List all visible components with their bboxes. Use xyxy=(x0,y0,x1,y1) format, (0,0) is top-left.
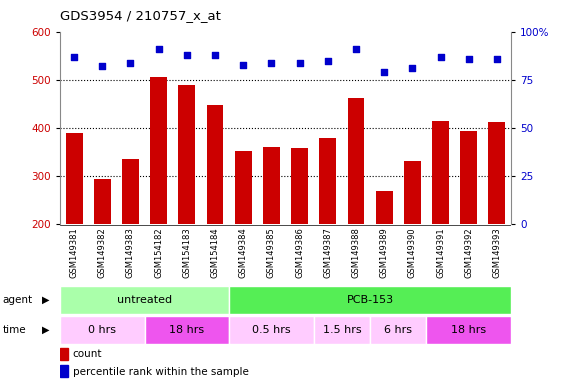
Bar xyxy=(60,316,144,344)
Text: GSM154182: GSM154182 xyxy=(154,227,163,278)
Point xyxy=(154,46,163,52)
Text: ▶: ▶ xyxy=(42,295,49,305)
Point xyxy=(464,56,473,62)
Bar xyxy=(207,105,223,224)
Point xyxy=(436,54,445,60)
Text: GSM149385: GSM149385 xyxy=(267,227,276,278)
Text: GDS3954 / 210757_x_at: GDS3954 / 210757_x_at xyxy=(60,9,221,22)
Bar xyxy=(235,151,252,224)
Text: 0.5 hrs: 0.5 hrs xyxy=(252,325,291,335)
Text: GSM149390: GSM149390 xyxy=(408,227,417,278)
Bar xyxy=(178,84,195,224)
Bar xyxy=(348,98,364,224)
Bar xyxy=(427,316,511,344)
Text: untreated: untreated xyxy=(117,295,172,305)
Bar xyxy=(460,131,477,224)
Point xyxy=(182,52,191,58)
Point xyxy=(408,65,417,71)
Bar xyxy=(94,179,111,224)
Bar xyxy=(60,348,68,360)
Bar xyxy=(404,161,421,224)
Bar xyxy=(319,138,336,224)
Bar xyxy=(150,76,167,224)
Point xyxy=(126,60,135,66)
Text: 1.5 hrs: 1.5 hrs xyxy=(323,325,361,335)
Text: agent: agent xyxy=(3,295,33,305)
Point xyxy=(267,60,276,66)
Bar xyxy=(263,147,280,224)
Text: percentile rank within the sample: percentile rank within the sample xyxy=(73,366,248,377)
Bar xyxy=(291,148,308,224)
Bar xyxy=(370,316,427,344)
Text: GSM149392: GSM149392 xyxy=(464,227,473,278)
Bar xyxy=(144,316,229,344)
Point xyxy=(98,63,107,70)
Point xyxy=(492,56,501,62)
Text: count: count xyxy=(73,349,102,359)
Text: 0 hrs: 0 hrs xyxy=(89,325,116,335)
Text: GSM149384: GSM149384 xyxy=(239,227,248,278)
Bar xyxy=(60,286,229,314)
Text: 18 hrs: 18 hrs xyxy=(451,325,486,335)
Text: GSM149382: GSM149382 xyxy=(98,227,107,278)
Text: GSM149387: GSM149387 xyxy=(323,227,332,278)
Point xyxy=(323,58,332,64)
Bar xyxy=(229,286,511,314)
Bar xyxy=(66,132,83,224)
Text: GSM149388: GSM149388 xyxy=(352,227,360,278)
Text: GSM149391: GSM149391 xyxy=(436,227,445,278)
Text: GSM154184: GSM154184 xyxy=(211,227,219,278)
Bar xyxy=(313,316,370,344)
Point xyxy=(380,69,389,75)
Point xyxy=(295,60,304,66)
Text: 6 hrs: 6 hrs xyxy=(384,325,412,335)
Text: ▶: ▶ xyxy=(42,325,49,335)
Text: GSM149389: GSM149389 xyxy=(380,227,389,278)
Text: GSM149393: GSM149393 xyxy=(492,227,501,278)
Point xyxy=(211,52,220,58)
Bar xyxy=(489,122,505,224)
Bar xyxy=(229,316,313,344)
Text: GSM154183: GSM154183 xyxy=(182,227,191,278)
Point xyxy=(239,61,248,68)
Text: GSM149386: GSM149386 xyxy=(295,227,304,278)
Bar xyxy=(376,191,393,224)
Text: 18 hrs: 18 hrs xyxy=(169,325,204,335)
Text: time: time xyxy=(3,325,26,335)
Point xyxy=(70,54,79,60)
Bar xyxy=(122,159,139,224)
Text: GSM149383: GSM149383 xyxy=(126,227,135,278)
Bar xyxy=(432,121,449,224)
Text: GSM149381: GSM149381 xyxy=(70,227,79,278)
Point xyxy=(351,46,360,52)
Text: PCB-153: PCB-153 xyxy=(347,295,393,305)
Bar xyxy=(60,365,68,377)
